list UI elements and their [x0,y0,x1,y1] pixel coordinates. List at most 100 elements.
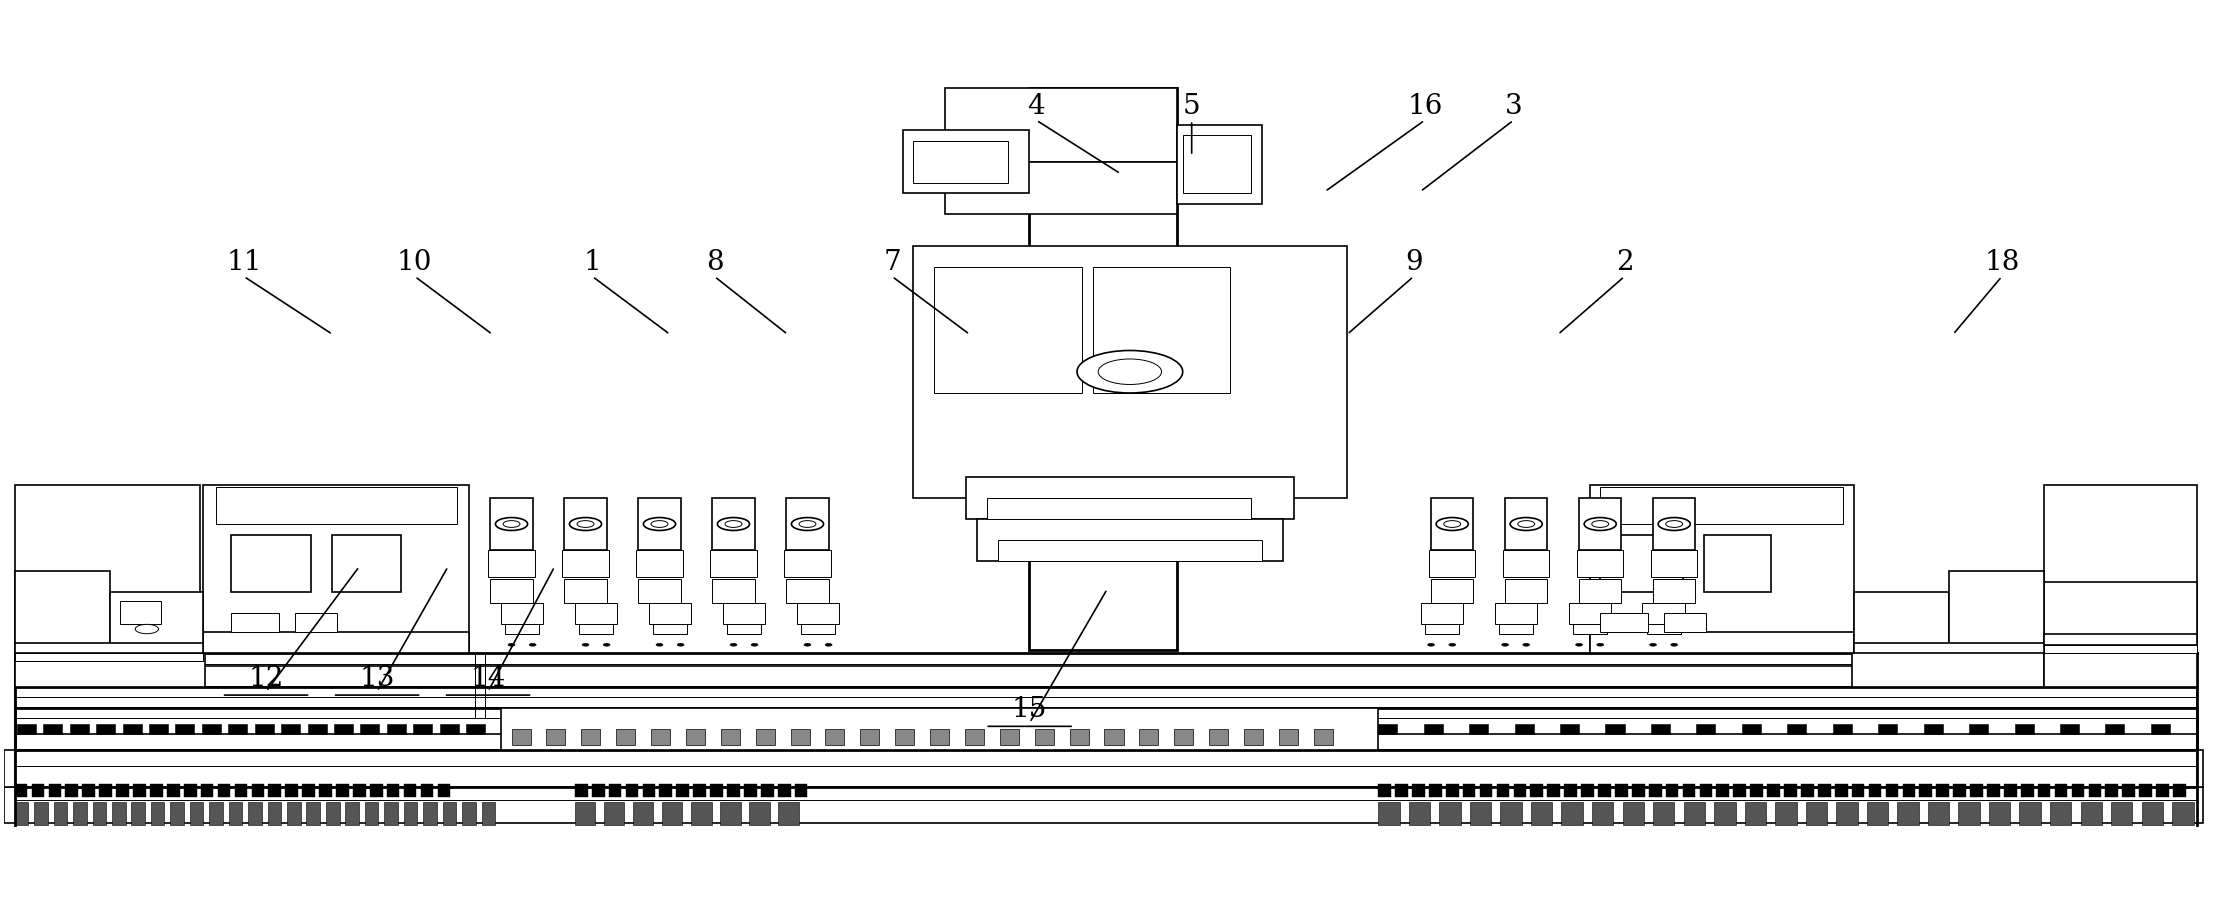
Bar [332,534,401,592]
Bar [303,785,314,797]
Bar [1622,802,1644,825]
Bar [49,785,60,797]
Bar [307,802,321,825]
Circle shape [655,643,664,646]
Bar [1958,802,1981,825]
Bar [786,497,829,551]
Bar [651,729,671,744]
Bar [94,802,107,825]
Bar [218,785,229,797]
Bar [1593,802,1613,825]
Bar [1851,785,1865,797]
Bar [929,729,949,744]
Bar [1597,785,1611,797]
Bar [1424,623,1459,634]
Bar [96,724,116,734]
Bar [1615,785,1629,797]
Circle shape [731,643,737,646]
Bar [1800,785,1814,797]
Text: 3: 3 [1504,93,1522,120]
Bar [1716,785,1729,797]
Bar [2061,724,2079,734]
Bar [345,802,359,825]
Bar [109,592,203,645]
Bar [1664,614,1707,633]
Bar [1564,785,1577,797]
Bar [267,785,281,797]
Bar [648,603,691,623]
Text: 2: 2 [1615,250,1633,277]
Bar [1000,729,1018,744]
Bar [967,477,1294,519]
Bar [1577,551,1624,577]
Bar [131,802,145,825]
Bar [778,802,800,825]
Bar [1513,785,1526,797]
Bar [1428,551,1475,577]
Circle shape [1597,643,1604,646]
Bar [365,802,379,825]
Bar [232,534,310,592]
Bar [403,802,417,825]
Bar [1785,785,1796,797]
Bar [1379,785,1390,797]
Circle shape [1667,521,1682,527]
Bar [2105,785,2119,797]
Bar [1667,785,1678,797]
Bar [1515,724,1533,734]
Bar [2043,582,2197,687]
Bar [617,729,635,744]
Bar [762,785,773,797]
Bar [1470,802,1491,825]
Bar [711,551,758,577]
Bar [512,729,530,744]
Bar [16,785,27,797]
Bar [998,540,1261,560]
Circle shape [570,517,602,531]
Bar [281,724,301,734]
Bar [1990,802,2010,825]
Bar [744,785,758,797]
Bar [82,785,96,797]
Bar [2088,785,2101,797]
Bar [1395,785,1408,797]
Bar [1696,724,1716,734]
Bar [370,785,383,797]
Circle shape [1671,643,1678,646]
Bar [506,623,539,634]
Bar [167,785,180,797]
Bar [203,485,470,650]
Bar [501,603,544,623]
Bar [252,785,265,797]
Bar [152,802,165,825]
Circle shape [791,517,824,531]
Bar [564,578,606,603]
Bar [593,785,604,797]
Bar [247,802,261,825]
Circle shape [604,643,610,646]
Text: 7: 7 [882,250,900,277]
Bar [2141,802,2163,825]
Bar [69,724,89,734]
Bar [1700,785,1713,797]
Bar [53,802,67,825]
Bar [791,729,809,744]
Bar [965,729,985,744]
Bar [860,729,880,744]
Bar [1562,802,1582,825]
Bar [976,519,1283,560]
Text: 18: 18 [1985,250,2019,277]
Bar [902,130,1029,193]
Bar [726,785,740,797]
Bar [111,802,125,825]
Text: 4: 4 [1027,93,1045,120]
Bar [677,785,688,797]
Bar [1651,551,1698,577]
Bar [1315,729,1332,744]
Bar [2043,485,2197,650]
Bar [1430,497,1473,551]
Bar [802,623,836,634]
Bar [1446,785,1459,797]
Bar [1818,785,1831,797]
Bar [443,802,457,825]
